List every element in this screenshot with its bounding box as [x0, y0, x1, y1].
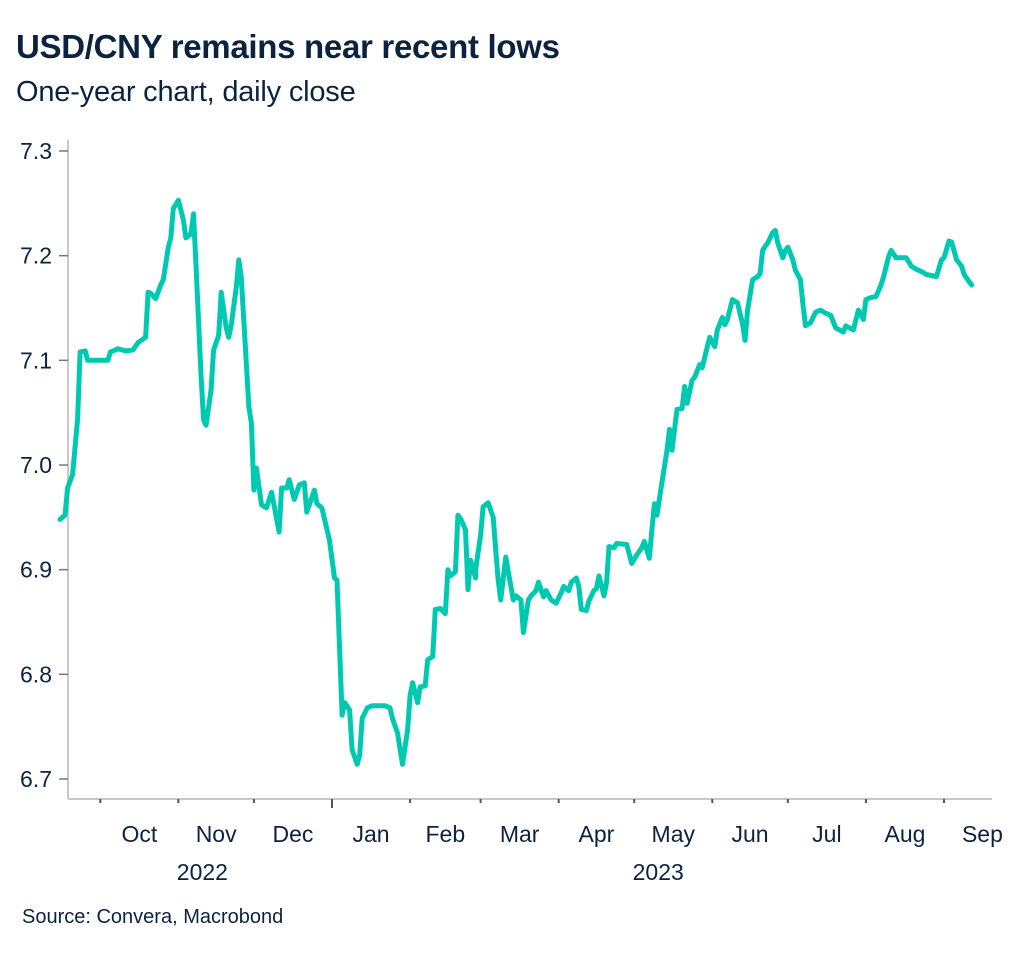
x-year-label: 2023 [633, 859, 684, 885]
x-tick-label: Apr [579, 821, 615, 847]
x-tick-label: Nov [196, 821, 237, 847]
x-year-label: 2022 [177, 859, 228, 885]
x-tick-label: Jan [352, 821, 389, 847]
chart-subtitle: One-year chart, daily close [16, 76, 356, 108]
chart-title: USD/CNY remains near recent lows [16, 28, 560, 65]
y-tick-label: 7.2 [20, 243, 52, 269]
axes [67, 140, 992, 800]
series-group [57, 197, 975, 767]
y-tick-label: 7.1 [20, 347, 52, 373]
y-axis-ticks: 6.7 6.8 6.9 7.0 7.1 7.2 7.3 [20, 138, 68, 792]
x-tick-label: May [652, 821, 696, 847]
y-tick-label: 6.7 [20, 766, 52, 792]
y-tick-label: 6.8 [20, 661, 52, 687]
x-tick-label: Oct [121, 821, 157, 847]
y-tick-label: 7.3 [20, 138, 52, 164]
y-tick-label: 6.9 [20, 557, 52, 583]
y-tick-label: 7.0 [20, 452, 52, 478]
x-tick-label: Mar [500, 821, 540, 847]
source-note: Source: Convera, Macrobond [22, 906, 284, 928]
x-tick-label: Jun [732, 821, 769, 847]
series-line-usd-cny [57, 197, 975, 767]
x-tick-label: Sep [962, 821, 1003, 847]
x-tick-label: Jul [812, 821, 841, 847]
x-tick-label: Dec [273, 821, 314, 847]
x-tick-label: Aug [884, 821, 925, 847]
x-tick-label: Feb [426, 821, 466, 847]
x-axis-ticks: Oct Nov Dec Jan Feb Mar Apr May Jun Jul Aug Sep 2022… [99, 799, 1003, 885]
